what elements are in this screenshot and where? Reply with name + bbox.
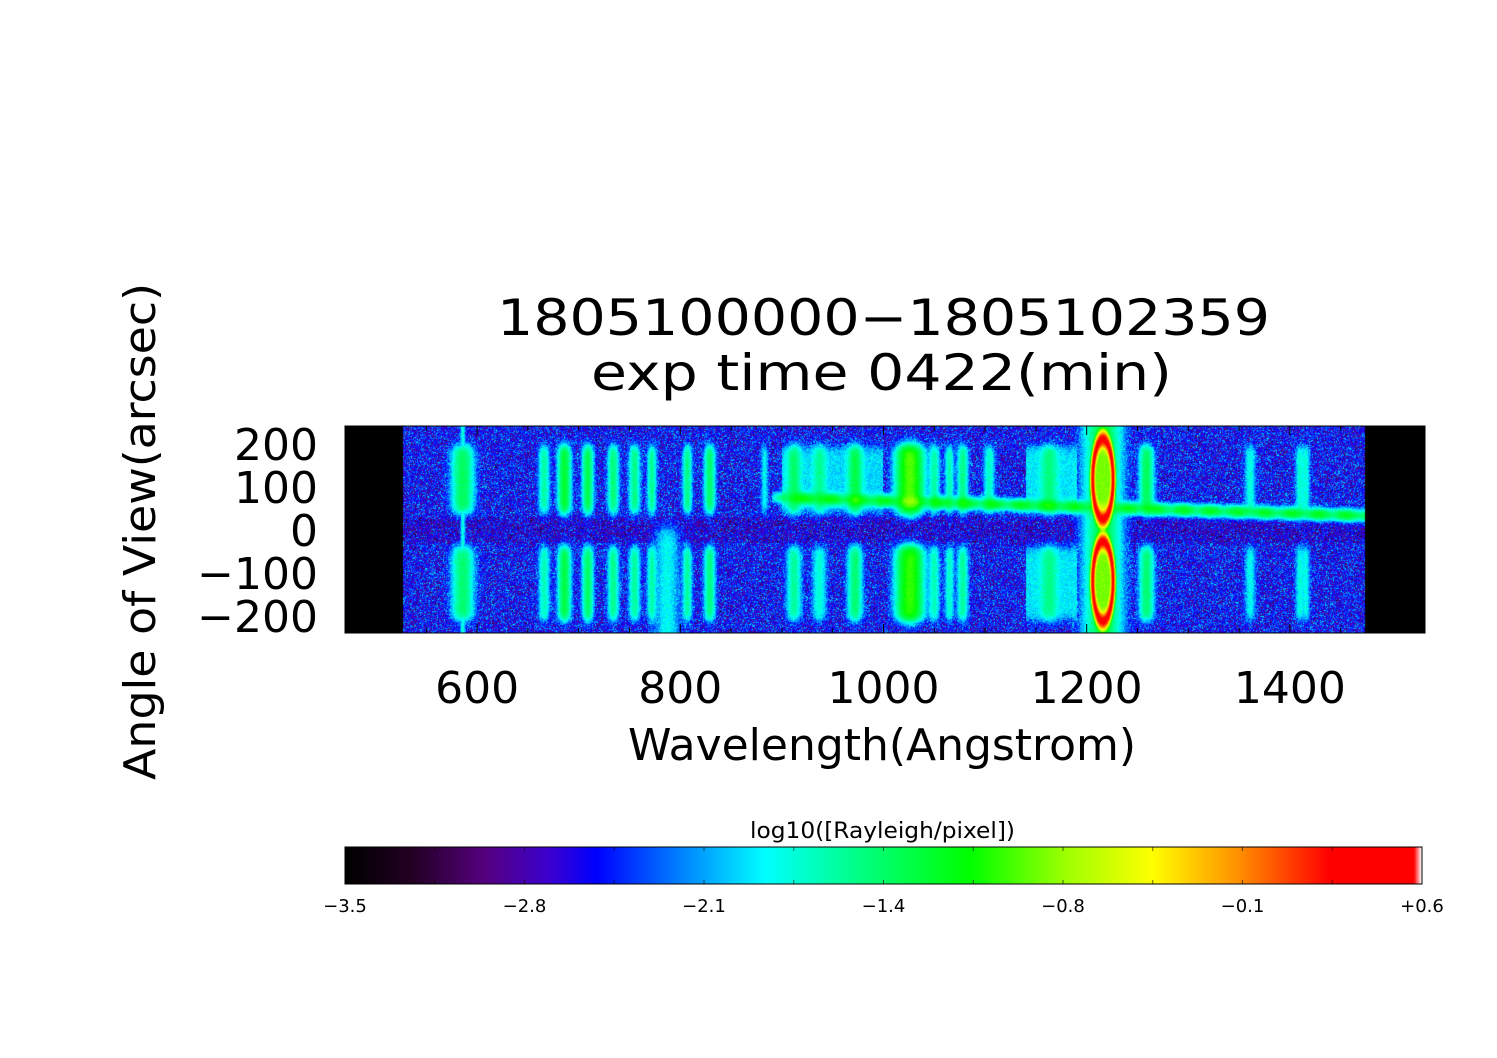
x-tick-label: 1400	[1234, 663, 1346, 714]
y-axis-title: Angle of View(arcsec)	[115, 283, 166, 780]
x-tick-label: 1000	[827, 663, 939, 714]
colorbar-tick-label: −0.8	[1041, 896, 1085, 917]
colorbar-gradient	[345, 847, 1422, 884]
heatmap-image	[345, 426, 1425, 633]
colorbar-label: log10([Rayleigh/pixel])	[750, 819, 1015, 844]
colorbar-tick-label: −2.1	[682, 896, 726, 917]
x-tick-label: 1200	[1031, 663, 1143, 714]
x-axis-title: Wavelength(Angstrom)	[628, 720, 1136, 771]
colorbar-tick-label: −3.5	[323, 896, 367, 917]
x-tick-label: 600	[435, 663, 519, 714]
colorbar-tick-label: +0.6	[1400, 896, 1444, 917]
colorbar-frame	[344, 846, 1423, 885]
y-tick-label: −100	[197, 549, 318, 600]
chart-title-line-2: exp time 0422(min)	[591, 344, 1172, 402]
y-tick-label: 200	[234, 420, 318, 471]
y-tick-label: 100	[234, 463, 318, 514]
colorbar-tick-label: −1.4	[862, 896, 906, 917]
y-tick-label: 0	[290, 506, 318, 557]
plot-frame	[344, 425, 1426, 634]
x-tick-label: 800	[638, 663, 722, 714]
colorbar-tick-label: −2.8	[503, 896, 547, 917]
y-tick-label: −200	[197, 592, 318, 643]
colorbar-tick-label: −0.1	[1221, 896, 1265, 917]
chart-title-line-1: 1805100000−1805102359	[497, 289, 1270, 347]
